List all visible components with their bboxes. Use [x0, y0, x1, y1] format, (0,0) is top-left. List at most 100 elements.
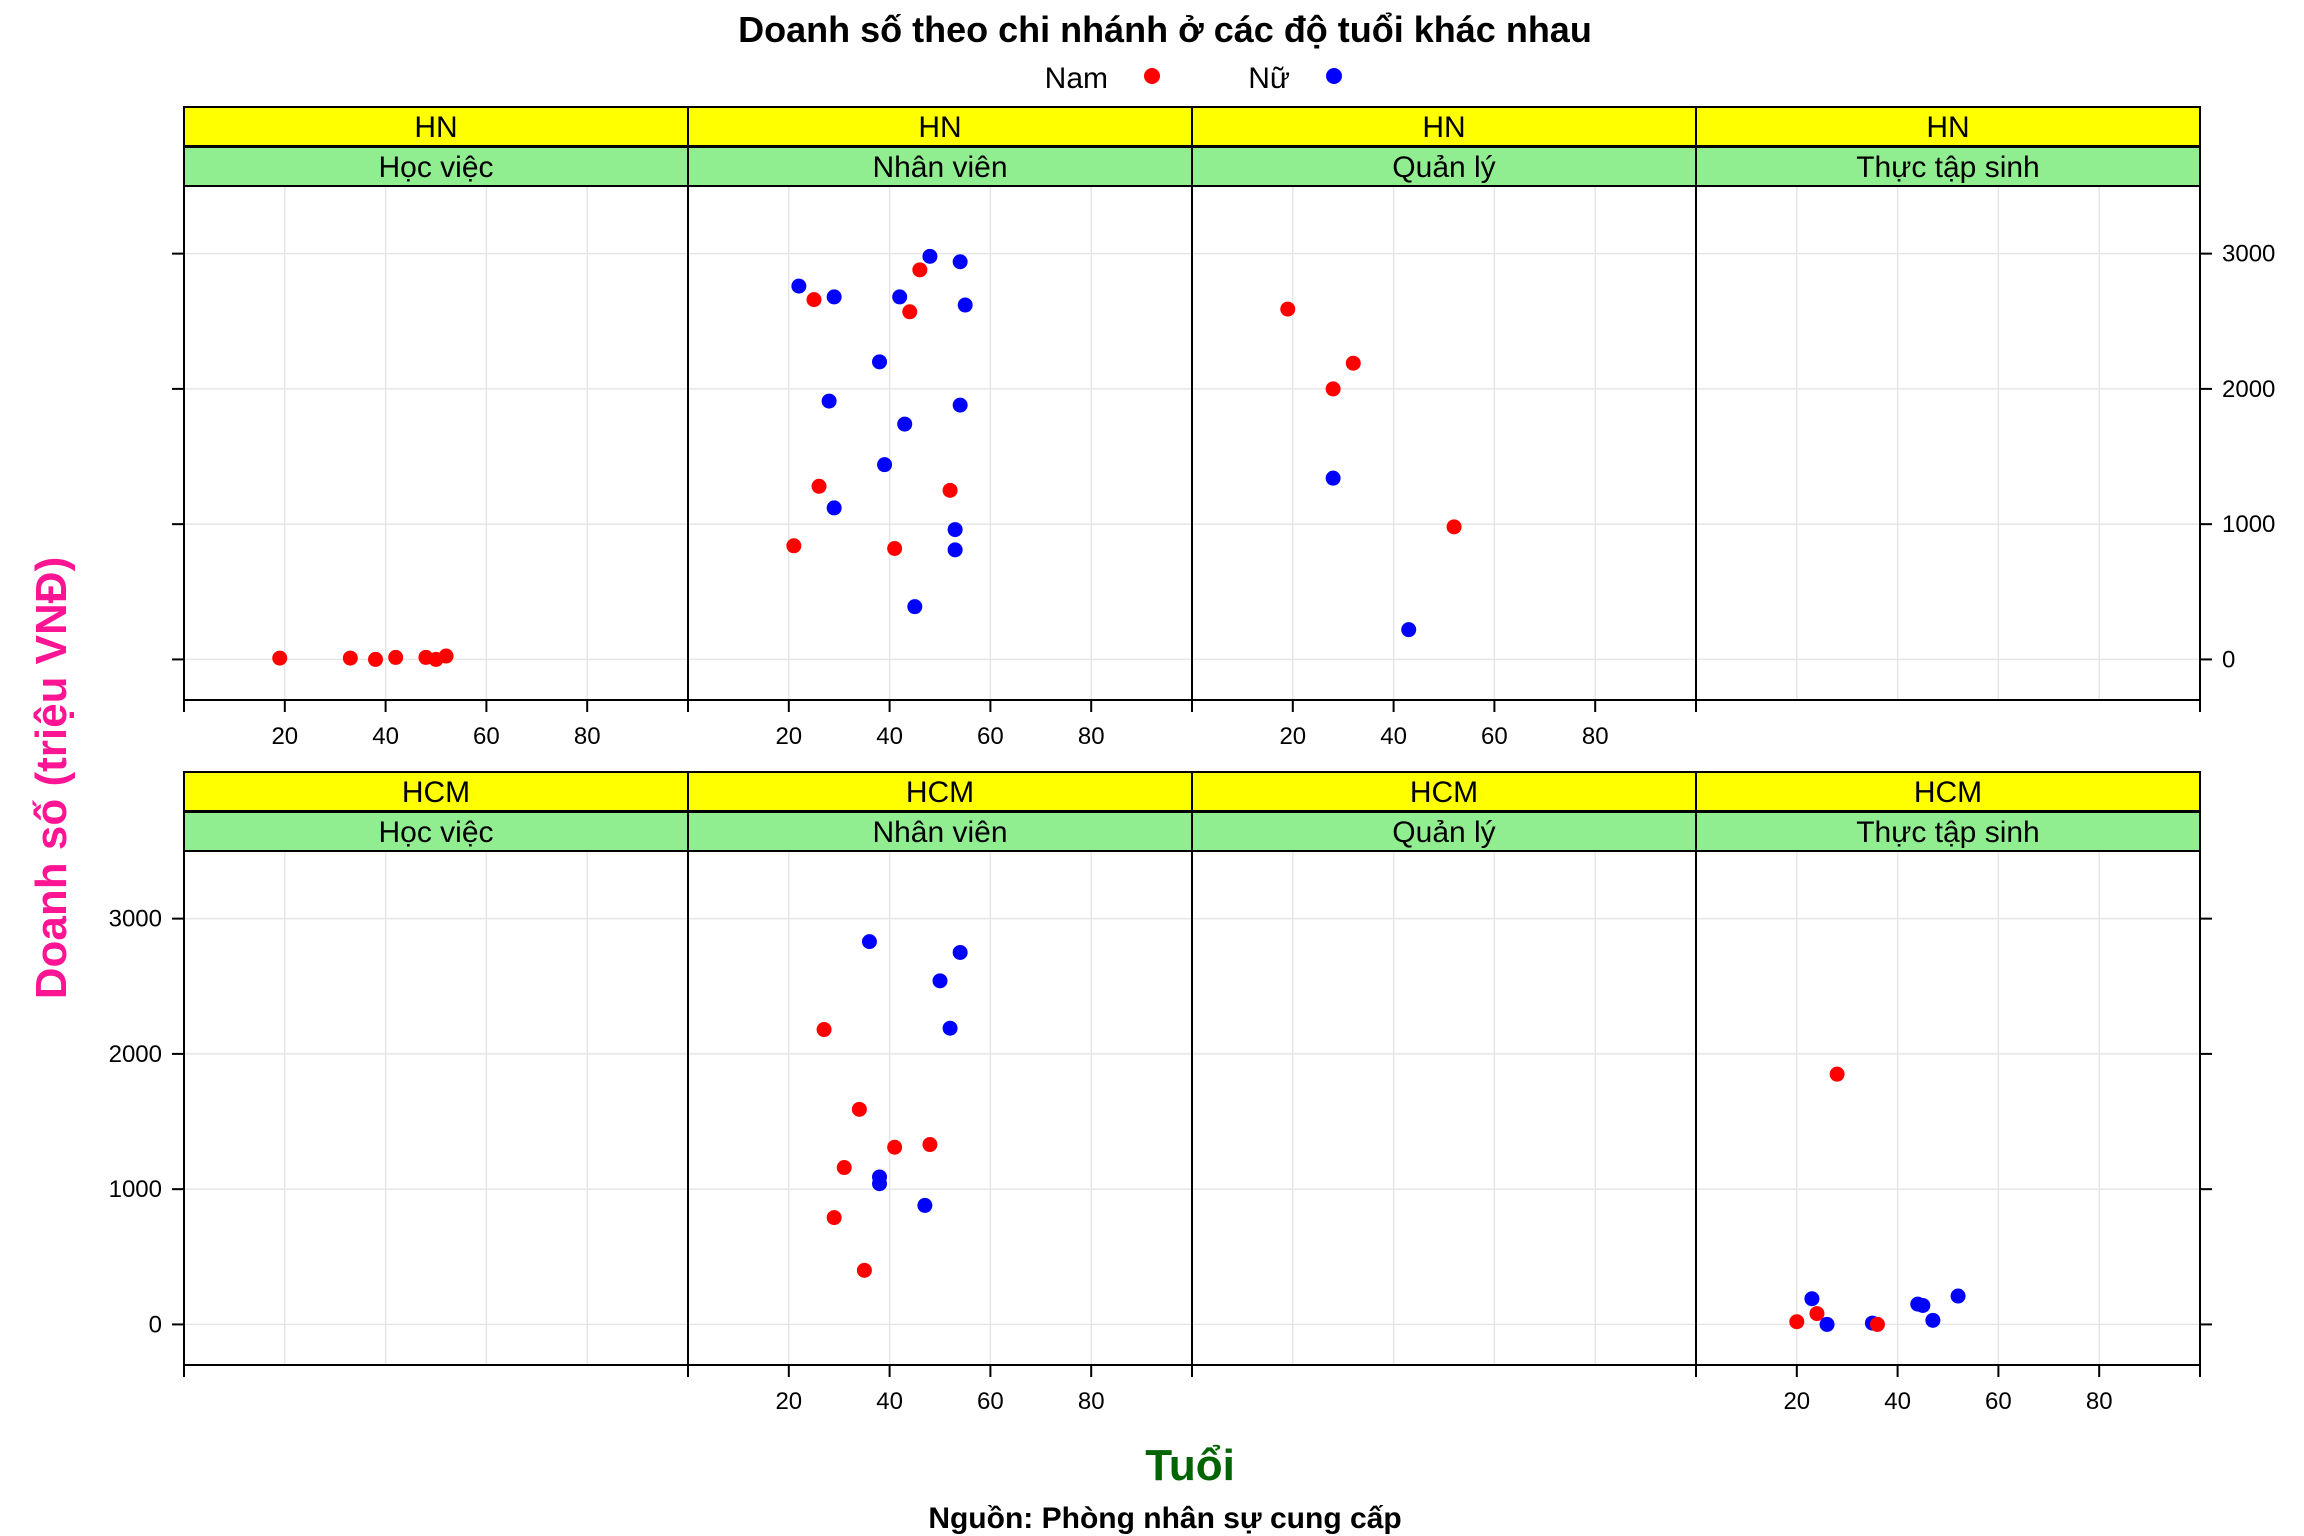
strip-branch-label: HCM	[1410, 776, 1478, 809]
panel-hcm-quản-lý: HCM Quản lý	[1191, 771, 1697, 1366]
caption: Nguồn: Phòng nhân sự cung cấp	[928, 1502, 1401, 1535]
panel-hn-học-việc: HN Học việc	[183, 106, 689, 701]
data-point	[947, 542, 963, 558]
data-point	[1325, 470, 1341, 486]
panel-hcm-thực-tập-sinh: HCM Thực tập sinh	[1695, 771, 2201, 1366]
chart-title: Doanh số theo chi nhánh ở các độ tuổi kh…	[738, 9, 1592, 50]
data-point	[1809, 1306, 1825, 1322]
x-tick-label: 60	[1481, 723, 1508, 750]
data-point	[877, 457, 893, 473]
strip-branch	[183, 771, 689, 812]
strip-branch-label: HN	[918, 111, 961, 144]
data-point	[368, 651, 384, 667]
data-point	[917, 1197, 933, 1213]
x-tick-label: 40	[876, 1388, 903, 1415]
strip-role-label: Quản lý	[1392, 816, 1495, 849]
y-axis-label: Doanh số (triệu VNĐ)	[27, 557, 76, 999]
panel-hn-thực-tập-sinh: HN Thực tập sinh	[1695, 106, 2201, 701]
data-point	[887, 1139, 903, 1155]
x-tick-label: 60	[977, 1388, 1004, 1415]
y-tick-label-right: 2000	[2222, 376, 2275, 403]
strip-branch-label: HCM	[402, 776, 470, 809]
legend-marker-nu	[1326, 68, 1342, 84]
strip-branch-label: HCM	[906, 776, 974, 809]
strip-branch	[183, 106, 689, 147]
strip-branch-label: HN	[1422, 111, 1465, 144]
legend-label-nam: Nam	[1045, 62, 1108, 95]
x-tick-label: 60	[1985, 1388, 2012, 1415]
x-tick-label: 40	[372, 723, 399, 750]
x-tick-label: 40	[1380, 723, 1407, 750]
panel-border	[183, 185, 689, 701]
data-point	[1869, 1316, 1885, 1332]
x-tick-label: 60	[977, 723, 1004, 750]
data-point	[816, 1022, 832, 1038]
strip-branch-label: HN	[1926, 111, 1969, 144]
x-tick-label: 20	[271, 723, 298, 750]
x-tick-label: 20	[1279, 723, 1306, 750]
x-tick-label: 40	[1884, 1388, 1911, 1415]
data-point	[942, 482, 958, 498]
y-tick-label-left: 1000	[109, 1176, 162, 1203]
data-point	[907, 599, 923, 615]
panel-border	[1191, 185, 1697, 701]
panel-border	[1191, 850, 1697, 1366]
strip-role	[183, 146, 689, 187]
panel-hn-quản-lý: HN Quản lý	[1191, 106, 1697, 701]
data-point	[811, 478, 827, 494]
strip-role-label: Thực tập sinh	[1856, 816, 2040, 849]
x-tick-label: 20	[1783, 1388, 1810, 1415]
x-axis-label: Tuổi	[1145, 1441, 1235, 1490]
legend: Nam Nữ	[1045, 62, 1342, 95]
strip-role	[1695, 146, 2201, 187]
x-tick-label: 80	[1582, 723, 1609, 750]
strip-branch	[687, 106, 1193, 147]
y-tick-label-left: 3000	[109, 906, 162, 933]
y-tick-label-right: 0	[2222, 646, 2235, 673]
data-point	[1819, 1316, 1835, 1332]
data-point	[947, 522, 963, 538]
strip-branch	[1695, 771, 2201, 812]
panel-border	[687, 185, 1193, 701]
data-point	[1829, 1066, 1845, 1082]
data-point	[932, 973, 948, 989]
data-point	[942, 1020, 958, 1036]
panel-border	[183, 850, 689, 1366]
data-point	[1915, 1297, 1931, 1313]
data-point	[922, 1137, 938, 1153]
data-point	[957, 297, 973, 313]
x-tick-label: 80	[1078, 1388, 1105, 1415]
x-tick-label: 80	[1078, 723, 1105, 750]
panels: HN Học việc HN Nhân viên HN Quản lý HN Thực tập…	[183, 106, 2201, 1366]
data-point	[1804, 1291, 1820, 1307]
y-tick-label-right: 1000	[2222, 511, 2275, 538]
data-point	[342, 650, 358, 666]
data-point	[826, 1210, 842, 1226]
data-point	[902, 304, 918, 320]
panel-border	[1695, 185, 2201, 701]
data-point	[826, 289, 842, 305]
data-point	[1325, 381, 1341, 397]
panel-border	[687, 850, 1193, 1366]
panel-hcm-nhân-viên: HCM Nhân viên	[687, 771, 1193, 1366]
data-point	[856, 1262, 872, 1278]
data-point	[438, 648, 454, 664]
data-point	[851, 1101, 867, 1117]
data-point	[872, 354, 888, 370]
data-point	[1789, 1314, 1805, 1330]
data-point	[821, 393, 837, 409]
x-tick-label: 20	[775, 1388, 802, 1415]
strip-role-label: Nhân viên	[872, 151, 1007, 184]
strip-branch	[1191, 771, 1697, 812]
data-point	[1345, 355, 1361, 371]
strip-branch-label: HCM	[1914, 776, 1982, 809]
x-tick-label: 60	[473, 723, 500, 750]
data-point	[1925, 1312, 1941, 1328]
data-point	[912, 262, 928, 278]
strip-branch-label: HN	[414, 111, 457, 144]
data-point	[786, 538, 802, 554]
legend-marker-nam	[1144, 68, 1160, 84]
data-point	[887, 541, 903, 557]
panel-hn-nhân-viên: HN Nhân viên	[687, 106, 1193, 701]
